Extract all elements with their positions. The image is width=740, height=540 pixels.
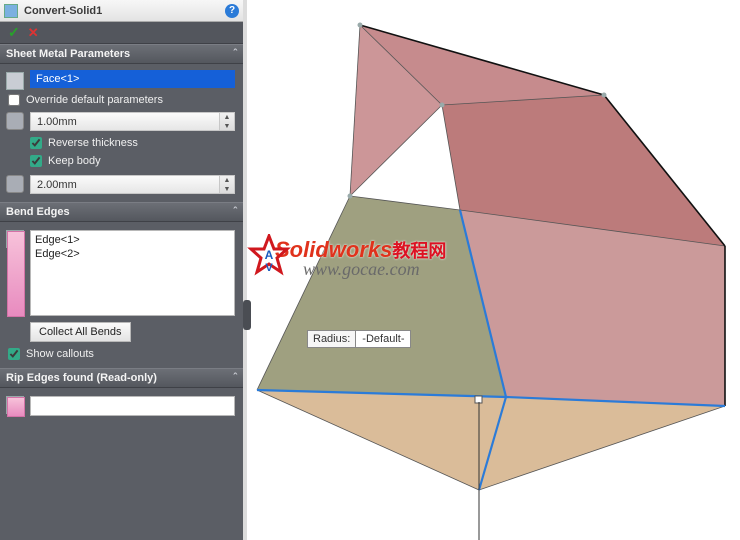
show-callouts-input[interactable]	[8, 348, 20, 360]
bend-radius-stepper[interactable]: ▲▼	[220, 175, 235, 194]
face-selection-icon	[6, 72, 24, 90]
ok-icon[interactable]: ✓	[8, 24, 20, 41]
keep-body-checkbox[interactable]: Keep body	[30, 155, 235, 167]
section-rip-edges-title: Rip Edges found (Read-only)	[6, 372, 157, 384]
property-manager-panel: Convert-Solid1 ? ✓ ✕ Sheet Metal Paramet…	[0, 0, 243, 540]
feature-icon	[4, 4, 18, 18]
section-bend-edges-title: Bend Edges	[6, 206, 70, 218]
section-sheet-metal-header[interactable]: Sheet Metal Parameters ˆ	[0, 44, 243, 64]
cancel-icon[interactable]: ✕	[28, 25, 39, 41]
section-bend-edges-header[interactable]: Bend Edges ˆ	[0, 202, 243, 222]
keep-body-input[interactable]	[30, 155, 42, 167]
section-rip-edges-header[interactable]: Rip Edges found (Read-only) ˆ	[0, 368, 243, 388]
override-defaults-label: Override default parameters	[26, 94, 163, 106]
list-item[interactable]: Edge<1>	[35, 233, 230, 247]
chevron-up-icon: ˆ	[233, 48, 237, 60]
keep-body-label: Keep body	[48, 155, 101, 167]
bend-radius-value: 2.00mm	[30, 175, 220, 194]
help-icon[interactable]: ?	[225, 4, 239, 18]
confirm-row: ✓ ✕	[0, 22, 243, 44]
callout-label: Radius:	[308, 331, 356, 347]
section-rip-edges-body	[0, 388, 243, 416]
show-callouts-label: Show callouts	[26, 348, 94, 360]
section-bend-edges-body: Edge<1> Edge<2> Collect All Bends Show c…	[0, 222, 243, 368]
reverse-thickness-input[interactable]	[30, 137, 42, 149]
rip-edges-listbox[interactable]	[30, 396, 235, 416]
callout-value: -Default-	[356, 331, 410, 347]
reverse-thickness-checkbox[interactable]: Reverse thickness	[30, 137, 235, 149]
section-sheet-metal-body: Face<1> Override default parameters 1.00…	[0, 64, 243, 202]
show-callouts-checkbox[interactable]: Show callouts	[8, 348, 235, 360]
reverse-thickness-label: Reverse thickness	[48, 137, 138, 149]
thickness-stepper[interactable]: ▲▼	[220, 112, 235, 131]
model-view[interactable]	[247, 0, 740, 540]
thickness-spinbox[interactable]: 1.00mm ▲▼	[30, 112, 235, 131]
bend-radius-spinbox[interactable]: 2.00mm ▲▼	[30, 175, 235, 194]
bend-edges-colorbar	[7, 231, 25, 317]
bend-edges-listbox[interactable]: Edge<1> Edge<2>	[30, 230, 235, 316]
fixed-face-selection[interactable]: Face<1>	[30, 70, 235, 88]
override-defaults-input[interactable]	[8, 94, 20, 106]
section-sheet-metal-title: Sheet Metal Parameters	[6, 48, 130, 60]
bend-radius-icon	[6, 175, 24, 193]
panel-header: Convert-Solid1 ?	[0, 0, 243, 22]
thickness-icon	[6, 112, 24, 130]
list-item[interactable]: Edge<2>	[35, 247, 230, 261]
chevron-up-icon: ˆ	[233, 372, 237, 384]
collect-all-bends-button[interactable]: Collect All Bends	[30, 322, 131, 342]
thickness-value: 1.00mm	[30, 112, 220, 131]
fixed-face-value: Face<1>	[30, 70, 235, 88]
bend-radius-callout[interactable]: Radius: -Default-	[307, 330, 411, 348]
chevron-up-icon: ˆ	[233, 206, 237, 218]
override-defaults-checkbox[interactable]: Override default parameters	[8, 94, 235, 106]
graphics-viewport[interactable]: Radius: -Default- A V Solidworks教程网 www.…	[243, 0, 740, 540]
feature-title: Convert-Solid1	[24, 5, 225, 17]
rip-edges-colorbar	[7, 397, 25, 417]
